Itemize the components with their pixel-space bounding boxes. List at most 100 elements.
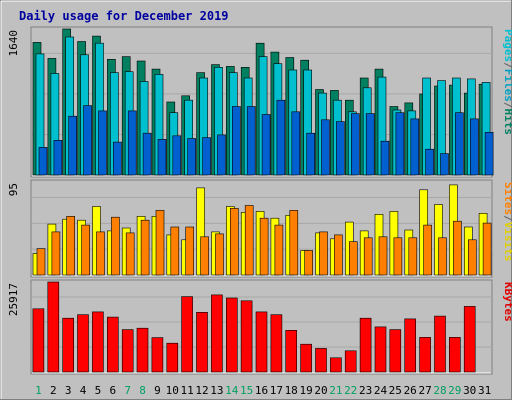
- bar-sites-17: [274, 224, 284, 276]
- bar-sites-19: [304, 250, 314, 276]
- bar-pages-17: [276, 99, 286, 176]
- bar-pages-7: [127, 110, 137, 176]
- legend-part: Hits: [502, 109, 512, 136]
- x-tick-label: 9: [154, 384, 161, 397]
- bar-pages-26: [410, 118, 420, 176]
- bar-kbytes-7: [121, 329, 134, 373]
- bar-pages-22: [350, 113, 360, 176]
- bar-kbytes-3: [62, 317, 75, 373]
- bar-sites-6: [111, 216, 120, 276]
- bar-kbytes-15: [240, 300, 253, 373]
- x-tick-label: 29: [448, 384, 461, 397]
- bar-kbytes-22: [344, 350, 357, 373]
- bar-sites-23: [363, 237, 373, 276]
- bar-pages-8: [142, 132, 152, 176]
- bar-sites-16: [259, 217, 269, 276]
- bar-pages-16: [261, 114, 271, 176]
- bar-kbytes-5: [92, 311, 104, 373]
- bar-kbytes-4: [77, 314, 89, 373]
- bar-sites-4: [81, 224, 90, 276]
- bar-pages-15: [246, 106, 256, 176]
- y-axis-max-label: 95: [7, 183, 20, 196]
- bar-kbytes-12: [196, 311, 208, 373]
- bar-pages-19: [306, 132, 316, 176]
- bar-pages-31: [484, 132, 494, 176]
- x-tick-label: 28: [433, 384, 446, 397]
- bar-pages-13: [217, 134, 226, 176]
- bar-kbytes-24: [374, 326, 387, 373]
- bar-kbytes-1: [32, 308, 45, 373]
- bar-sites-13: [215, 233, 224, 276]
- bar-sites-26: [408, 237, 418, 276]
- x-tick-label: 21: [329, 384, 342, 397]
- bar-kbytes-11: [181, 296, 193, 373]
- bar-kbytes-27: [419, 336, 431, 373]
- y-axis-max-label: 1640: [7, 30, 20, 57]
- bar-sites-27: [423, 224, 432, 276]
- bar-pages-28: [440, 153, 449, 176]
- x-tick-label: 26: [404, 384, 417, 397]
- bar-sites-20: [319, 231, 328, 276]
- bar-sites-7: [125, 232, 135, 276]
- x-tick-label: 4: [80, 384, 87, 397]
- bar-kbytes-10: [166, 342, 179, 373]
- bar-kbytes-28: [434, 315, 446, 373]
- x-tick-label: 18: [285, 384, 298, 397]
- x-tick-label: 19: [299, 384, 312, 397]
- y-axis-max-label: 25917: [7, 283, 20, 316]
- bar-pages-5: [98, 110, 107, 176]
- x-tick-label: 17: [270, 384, 283, 397]
- bar-kbytes-16: [255, 311, 268, 373]
- panel-middle: 95 Sites/Visits: [7, 179, 512, 278]
- x-tick-label: 20: [314, 384, 327, 397]
- bar-pages-2: [53, 140, 63, 176]
- legend-part: /: [502, 215, 512, 222]
- bar-sites-15: [244, 205, 254, 276]
- panel-bottom: 25917 KBytes: [7, 279, 512, 375]
- x-tick-label: 8: [139, 384, 146, 397]
- bar-kbytes-18: [285, 329, 298, 373]
- x-tick-label: 7: [124, 384, 131, 397]
- bar-sites-1: [36, 248, 46, 276]
- bar-sites-12: [200, 236, 209, 276]
- panel-legend-label: Pages/Files/Hits: [502, 29, 512, 135]
- x-tick-label: 22: [344, 384, 357, 397]
- x-tick-label: 14: [225, 384, 239, 397]
- x-tick-label: 12: [195, 384, 208, 397]
- bar-pages-9: [157, 139, 167, 176]
- bar-pages-14: [232, 106, 241, 176]
- bar-pages-6: [113, 141, 122, 176]
- legend-part: Pages: [502, 29, 512, 62]
- bar-kbytes-19: [300, 343, 312, 373]
- bar-pages-29: [455, 112, 464, 176]
- bar-kbytes-9: [151, 337, 164, 373]
- legend-part: KBytes: [502, 282, 512, 322]
- bar-pages-21: [336, 121, 345, 176]
- bar-sites-18: [289, 210, 299, 276]
- x-tick-label: 13: [210, 384, 223, 397]
- bar-kbytes-8: [136, 327, 149, 373]
- bar-pages-4: [83, 105, 92, 176]
- panel-top: 1640 Pages/Files/Hits: [7, 26, 512, 178]
- x-axis-labels: 1 2 3 4 5 6 7 8 9 10 11 12 13 14 15 16 17 18 19 20 21 22 23 24 2…: [35, 384, 491, 397]
- panel-legend-label: KBytes: [502, 282, 512, 322]
- bar-pages-3: [68, 115, 77, 176]
- bar-kbytes-30: [463, 306, 476, 373]
- bar-sites-21: [334, 234, 343, 276]
- bar-pages-23: [365, 113, 375, 176]
- x-tick-label: 30: [463, 384, 476, 397]
- bar-kbytes-29: [448, 336, 461, 373]
- bar-kbytes-20: [315, 348, 327, 373]
- x-tick-label: 11: [180, 384, 193, 397]
- bar-sites-25: [393, 237, 403, 276]
- bar-sites-31: [482, 222, 492, 276]
- bar-kbytes-14: [226, 297, 238, 373]
- legend-part: Visits: [502, 222, 512, 262]
- bar-pages-10: [172, 135, 182, 176]
- bar-kbytes-6: [107, 316, 119, 373]
- bar-sites-11: [185, 226, 194, 276]
- bar-pages-20: [321, 119, 330, 176]
- bar-sites-24: [378, 236, 388, 276]
- bar-pages-1: [38, 147, 48, 176]
